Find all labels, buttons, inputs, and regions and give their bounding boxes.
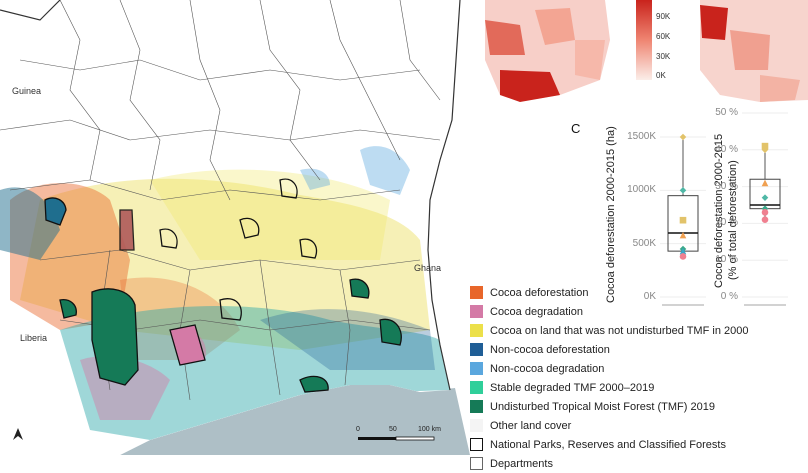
data-point [761,179,769,187]
y-tick-label: 20 % [715,217,738,229]
inset-map-2 [700,0,808,102]
legend-swatch [470,438,483,451]
legend-label: Cocoa degradation [490,305,583,318]
data-point [761,146,769,154]
legend-item: Non-cocoa deforestation [470,340,748,359]
protected-areas [44,178,402,393]
legend-item: Other land cover [470,416,748,435]
legend-swatch [470,362,483,375]
y-tick-label: 500K [632,237,656,249]
colorbar-label: 90K [656,12,671,21]
colorbar-label: 60K [656,32,671,41]
legend-swatch [470,286,483,299]
data-point [679,253,687,260]
scale-label-0: 0 [356,426,360,433]
data-point [761,205,769,212]
scale-label-50: 50 [389,426,397,433]
country-border [0,0,461,391]
y-tick-label: 1500K [627,131,656,142]
legend-label: Departments [490,457,553,470]
data-point [679,231,687,239]
y-tick-label: 0 % [720,291,738,302]
legend-item: National Parks, Reserves and Classified … [470,435,748,454]
legend-item: Stable degraded TMF 2000–2019 [470,378,748,397]
legend-item: Undisturbed Tropical Moist Forest (TMF) … [470,397,748,416]
legend-item: Departments [470,454,748,473]
data-point [679,187,687,194]
panel-c-letter: C [571,121,581,136]
y-tick-label: 40 % [715,143,738,155]
legend-swatch [470,305,483,318]
y-tick-label: 1000K [627,184,656,196]
legend-label: Other land cover [490,419,572,432]
legend-swatch [470,381,483,394]
chart1-ylabel: Cocoa deforestation 2000-2015 (ha) [605,126,617,303]
y-tick-label: 50 % [715,107,738,118]
legend-item: Cocoa on land that was not undisturbed T… [470,321,748,340]
y-tick-label: 0K [643,291,656,302]
north-arrow-icon [13,428,23,440]
country-label-ghana: Ghana [414,263,442,273]
scale-bar [358,436,435,441]
data-point [761,216,769,224]
legend-item: Cocoa degradation [470,302,748,321]
legend-label: Stable degraded TMF 2000–2019 [490,381,655,394]
data-point [761,209,769,216]
legend-label: Non-cocoa deforestation [490,343,610,356]
legend-swatch [470,457,483,470]
cote-divoire-map [0,0,808,455]
legend-item: Cocoa deforestation [470,283,748,302]
colorbar-label: 0K [656,71,666,80]
inset-map-1 [485,0,610,102]
data-point [679,133,687,141]
colorbar-label: 30K [656,52,671,61]
country-label-liberia: Liberia [20,333,48,343]
panel-c-charts [660,112,788,306]
legend-swatch [470,324,483,337]
data-point [679,216,687,224]
data-point [761,142,769,150]
legend-swatch [470,343,483,356]
legend: Cocoa deforestation Cocoa degradation Co… [470,283,748,473]
scale-label-100km: 100 km [418,426,441,433]
y-tick-label: 10 % [715,254,738,266]
legend-label: National Parks, Reserves and Classified … [490,438,726,451]
legend-label: Cocoa on land that was not undisturbed T… [490,324,749,337]
legend-swatch [470,419,483,432]
legend-label: Cocoa deforestation [490,286,589,299]
data-point [679,247,687,255]
legend-label: Undisturbed Tropical Moist Forest (TMF) … [490,400,715,413]
department-borders [0,0,441,401]
legend-item: Non-cocoa degradation [470,359,748,378]
inset-colorbar [636,0,652,80]
legend-label: Non-cocoa degradation [490,362,605,375]
country-label-guinea: Guinea [12,86,42,96]
data-point [761,194,769,201]
legend-swatch [470,400,483,413]
y-tick-label: 30 % [715,180,738,192]
